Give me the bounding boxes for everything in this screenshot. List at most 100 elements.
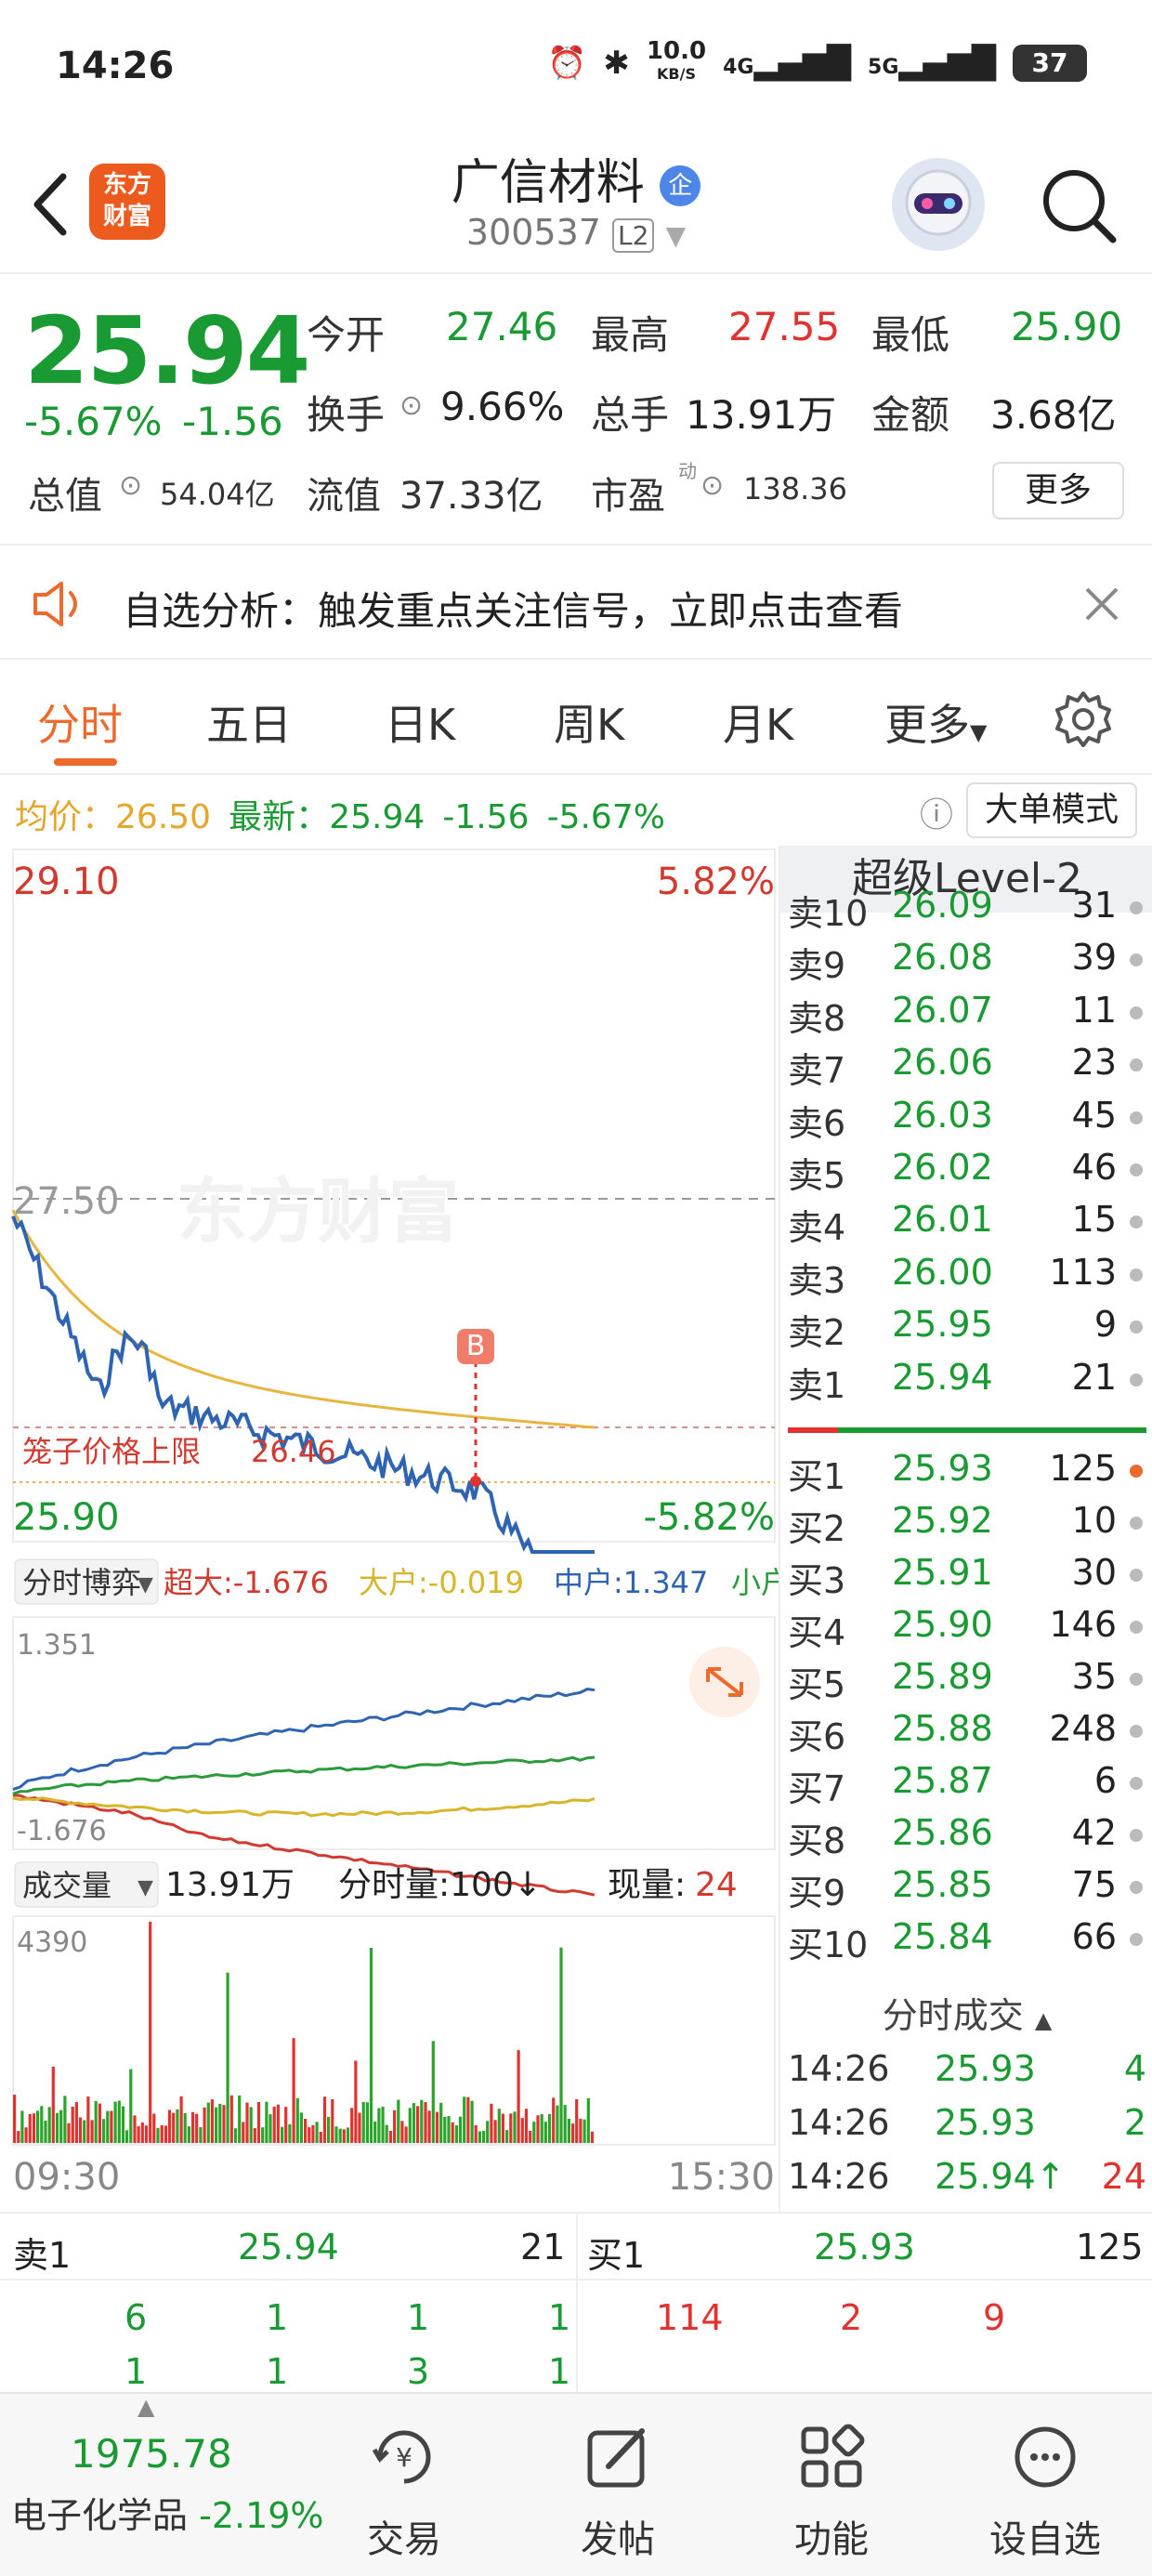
bid-price: 25.89 xyxy=(892,1656,993,1697)
ask-row[interactable]: 卖3 26.00 113 xyxy=(780,1252,1152,1304)
search-icon[interactable] xyxy=(1039,165,1119,245)
tab-monthly-k[interactable]: 月K xyxy=(723,700,794,750)
nav-post[interactable]: 发帖 xyxy=(539,2394,697,2576)
ask-level-label: 卖1 xyxy=(788,1364,846,1406)
top-pct-label: 5.82% xyxy=(657,861,775,903)
gear-icon[interactable] xyxy=(1054,690,1113,749)
ask-row[interactable]: 卖8 26.07 11 xyxy=(780,990,1152,1042)
volume-bar xyxy=(176,2109,179,2143)
tab-daily-k[interactable]: 日K xyxy=(385,700,456,750)
mid-price-label: 27.50 xyxy=(13,1180,120,1223)
sell-queue-item: 1 xyxy=(548,2351,571,2392)
volume-bar xyxy=(420,2099,424,2143)
flow-line-small xyxy=(12,1755,596,1795)
bid-row[interactable]: 买3 25.91 30 xyxy=(780,1552,1152,1604)
help-icon[interactable]: ⓘ xyxy=(920,796,954,835)
nav-functions[interactable]: 功能 xyxy=(753,2394,910,2576)
ask-row[interactable]: 卖2 25.95 9 xyxy=(780,1304,1152,1356)
tab-intraday[interactable]: 分时 xyxy=(37,700,123,750)
volume-bar xyxy=(183,2112,187,2143)
order-dot-icon xyxy=(1130,1373,1143,1387)
info-icon[interactable]: ⊙ xyxy=(700,469,725,502)
volume-bar xyxy=(59,2109,63,2143)
bid-row[interactable]: 买10 25.84 66 xyxy=(780,1916,1152,1968)
volume-bar xyxy=(276,2104,280,2143)
volume-bar xyxy=(342,2129,346,2143)
robot-avatar[interactable] xyxy=(892,158,985,251)
bid-row[interactable]: 买9 25.85 75 xyxy=(780,1864,1152,1916)
buy-queue-item: 9 xyxy=(983,2297,1006,2338)
volume-bar xyxy=(482,2131,486,2143)
ask-row[interactable]: 卖6 26.03 45 xyxy=(780,1095,1152,1147)
volume-now-value: 24 xyxy=(695,1866,738,1904)
sell-queue-item: 1 xyxy=(124,2351,148,2392)
nav-add-watchlist[interactable]: 设自选 xyxy=(966,2394,1124,2576)
bid-level-label: 买4 xyxy=(788,1612,846,1653)
big-order-mode-button[interactable]: 大单模式 xyxy=(966,782,1137,838)
bid-price: 25.84 xyxy=(892,1916,993,1957)
ask-row[interactable]: 卖4 26.01 15 xyxy=(780,1199,1152,1251)
close-icon[interactable] xyxy=(1083,585,1120,623)
volume-bar xyxy=(78,2117,83,2143)
ask-row[interactable]: 卖7 26.06 23 xyxy=(780,1042,1152,1094)
level2-panel: 超级Level-2 卖10 26.09 31 卖9 26.08 39 卖8 26.07 11 卖7… xyxy=(779,846,1152,2212)
level2-title[interactable]: 超级Level-2 xyxy=(780,846,1152,913)
more-button[interactable]: 更多 xyxy=(992,462,1124,519)
volume-bar xyxy=(470,2100,474,2143)
volume-bar xyxy=(272,2106,276,2143)
tab-five-day[interactable]: 五日 xyxy=(206,700,292,750)
sell-queue-item: 1 xyxy=(548,2297,571,2338)
intraday-chart-area[interactable]: 东方财富 B 笼子价格上限 26.46 29.10 5.82% 27.50 25… xyxy=(0,846,885,2212)
bid-level-label: 买7 xyxy=(788,1768,846,1809)
volume-bar xyxy=(590,2131,594,2143)
ask-row[interactable]: 卖9 26.08 39 xyxy=(780,937,1152,989)
ask-row[interactable]: 卖10 26.09 31 xyxy=(780,885,1152,937)
bid-row[interactable]: 买8 25.86 42 xyxy=(780,1812,1152,1864)
info-icon[interactable]: ⊙ xyxy=(119,469,143,502)
ask-row[interactable]: 卖1 25.94 21 xyxy=(780,1357,1152,1409)
quote-panel: 25.94 -5.67% -1.56 今开 27.46 最高 27.55 最低 … xyxy=(0,276,1152,545)
volume-bar xyxy=(245,2102,249,2143)
trades-title[interactable]: 分时成交 ▲ xyxy=(780,1987,1152,2038)
info-icon[interactable]: ⊙ xyxy=(399,389,424,422)
buy-queue-item: 2 xyxy=(840,2297,863,2338)
price-pane-frame xyxy=(12,848,776,1543)
flow-legend-item: 小户:0.348 xyxy=(731,1565,779,1600)
bid-row[interactable]: 买4 25.90 146 xyxy=(780,1604,1152,1656)
bid-row[interactable]: 买5 25.89 35 xyxy=(780,1656,1152,1708)
ask-row[interactable]: 卖5 26.02 46 xyxy=(780,1147,1152,1199)
notice-bar[interactable]: 自选分析：触发重点关注信号，立即点击查看 xyxy=(0,548,1152,660)
net-speed-value: 10.0 xyxy=(646,37,707,65)
bottom-nav: ▲ 1975.78 电子化学品 -2.19% ¥ 交易 发帖 功能 设自选 xyxy=(0,2392,1152,2576)
ask-volume: 46 xyxy=(1071,1147,1117,1188)
flow-line-large xyxy=(12,1796,596,1818)
stock-code-row[interactable]: 300537 L2 ▼ xyxy=(0,212,1152,253)
back-arrow-icon[interactable] xyxy=(28,167,74,242)
bid-level-label: 买8 xyxy=(788,1820,846,1861)
bid-level-label: 买1 xyxy=(788,1456,846,1497)
tab-weekly-k[interactable]: 周K xyxy=(554,700,625,750)
expand-icon xyxy=(706,1667,743,1697)
trade-volume: 24 xyxy=(1101,2156,1146,2197)
ask-price: 25.95 xyxy=(892,1304,993,1346)
bid-row[interactable]: 买2 25.92 10 xyxy=(780,1500,1152,1552)
bid-row[interactable]: 买7 25.87 6 xyxy=(780,1760,1152,1812)
volume-bar xyxy=(524,2109,529,2143)
order-dot-icon xyxy=(1130,1673,1143,1686)
sector-index[interactable]: 1975.78 电子化学品 -2.19% xyxy=(0,2418,324,2567)
volume-bar xyxy=(210,2099,214,2143)
status-icons: ⏰ ✱ 10.0 KB/S 4G▂▄▆█ 5G▂▄▆█ 37 xyxy=(547,39,1087,85)
sell-queue-item: 1 xyxy=(266,2297,289,2338)
volume-bar xyxy=(416,2106,420,2143)
eastmoney-logo[interactable]: 东方 财富 xyxy=(89,164,165,240)
net-4g-label: 4G xyxy=(723,55,754,79)
tab-more[interactable]: 更多▼ xyxy=(884,691,987,753)
bid-row[interactable]: 买1 25.93 125 xyxy=(780,1448,1152,1500)
sector-index-row: 电子化学品 -2.19% xyxy=(11,2487,324,2538)
volume-bar xyxy=(44,2120,47,2143)
nav-trade[interactable]: ¥ 交易 xyxy=(325,2394,483,2576)
volume-pane: 4390 09:30 15:30 xyxy=(12,1915,776,2199)
order-dot-icon xyxy=(1130,953,1143,967)
bid-row[interactable]: 买6 25.88 248 xyxy=(780,1708,1152,1760)
time-start-label: 09:30 xyxy=(13,2156,120,2199)
